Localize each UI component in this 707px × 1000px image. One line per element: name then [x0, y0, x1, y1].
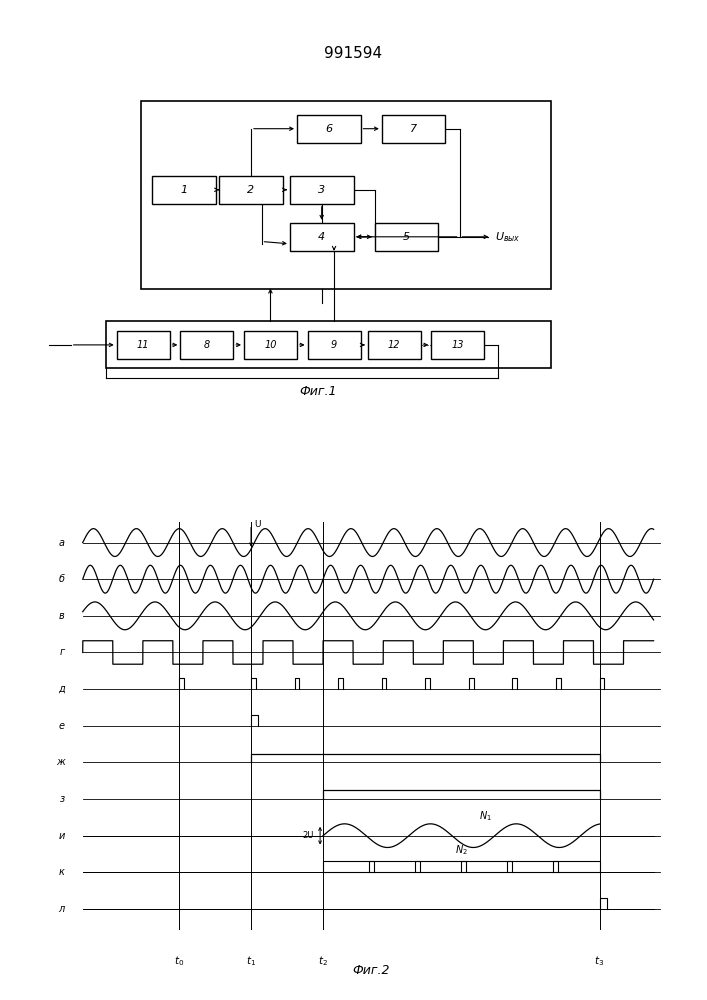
- Bar: [308, 331, 361, 359]
- Text: з: з: [59, 794, 65, 804]
- Text: 2U: 2U: [303, 831, 314, 840]
- Text: 6: 6: [325, 124, 332, 134]
- Text: 12: 12: [388, 340, 400, 350]
- Bar: [290, 223, 354, 251]
- Bar: [106, 321, 551, 368]
- Text: $t_0$: $t_0$: [174, 954, 184, 968]
- Text: г: г: [59, 647, 65, 657]
- Bar: [219, 176, 283, 204]
- Text: 3: 3: [318, 185, 325, 195]
- Text: Фиг.2: Фиг.2: [352, 964, 390, 977]
- Text: л: л: [59, 904, 65, 914]
- Bar: [375, 223, 438, 251]
- Text: 991594: 991594: [325, 46, 382, 61]
- Bar: [180, 331, 233, 359]
- Bar: [382, 115, 445, 143]
- Text: ж: ж: [56, 757, 65, 767]
- Text: а: а: [59, 538, 65, 548]
- Bar: [290, 176, 354, 204]
- Bar: [141, 101, 551, 288]
- Text: 13: 13: [452, 340, 464, 350]
- Text: $U_{вых}$: $U_{вых}$: [495, 230, 520, 244]
- Text: 1: 1: [180, 185, 187, 195]
- Text: 4: 4: [318, 232, 325, 242]
- Bar: [244, 331, 297, 359]
- Bar: [117, 331, 170, 359]
- Text: Фиг.1: Фиг.1: [299, 385, 337, 398]
- Text: д: д: [58, 684, 65, 694]
- Text: 9: 9: [331, 340, 337, 350]
- Text: к: к: [59, 867, 65, 877]
- Text: 8: 8: [204, 340, 210, 350]
- Text: 10: 10: [264, 340, 276, 350]
- Text: $N_1$: $N_1$: [479, 809, 492, 823]
- Text: 2: 2: [247, 185, 255, 195]
- Text: $t_3$: $t_3$: [595, 954, 604, 968]
- Text: и: и: [58, 831, 65, 841]
- Text: $N_2$: $N_2$: [455, 844, 468, 857]
- Text: в: в: [59, 611, 65, 621]
- Text: е: е: [59, 721, 65, 731]
- Bar: [431, 331, 484, 359]
- Text: 11: 11: [137, 340, 149, 350]
- Text: $t_1$: $t_1$: [246, 954, 256, 968]
- Text: б: б: [59, 574, 65, 584]
- Bar: [297, 115, 361, 143]
- Bar: [152, 176, 216, 204]
- Text: $t_2$: $t_2$: [318, 954, 328, 968]
- Text: U: U: [254, 520, 260, 529]
- Bar: [368, 331, 421, 359]
- Text: 5: 5: [403, 232, 410, 242]
- Text: 7: 7: [410, 124, 417, 134]
